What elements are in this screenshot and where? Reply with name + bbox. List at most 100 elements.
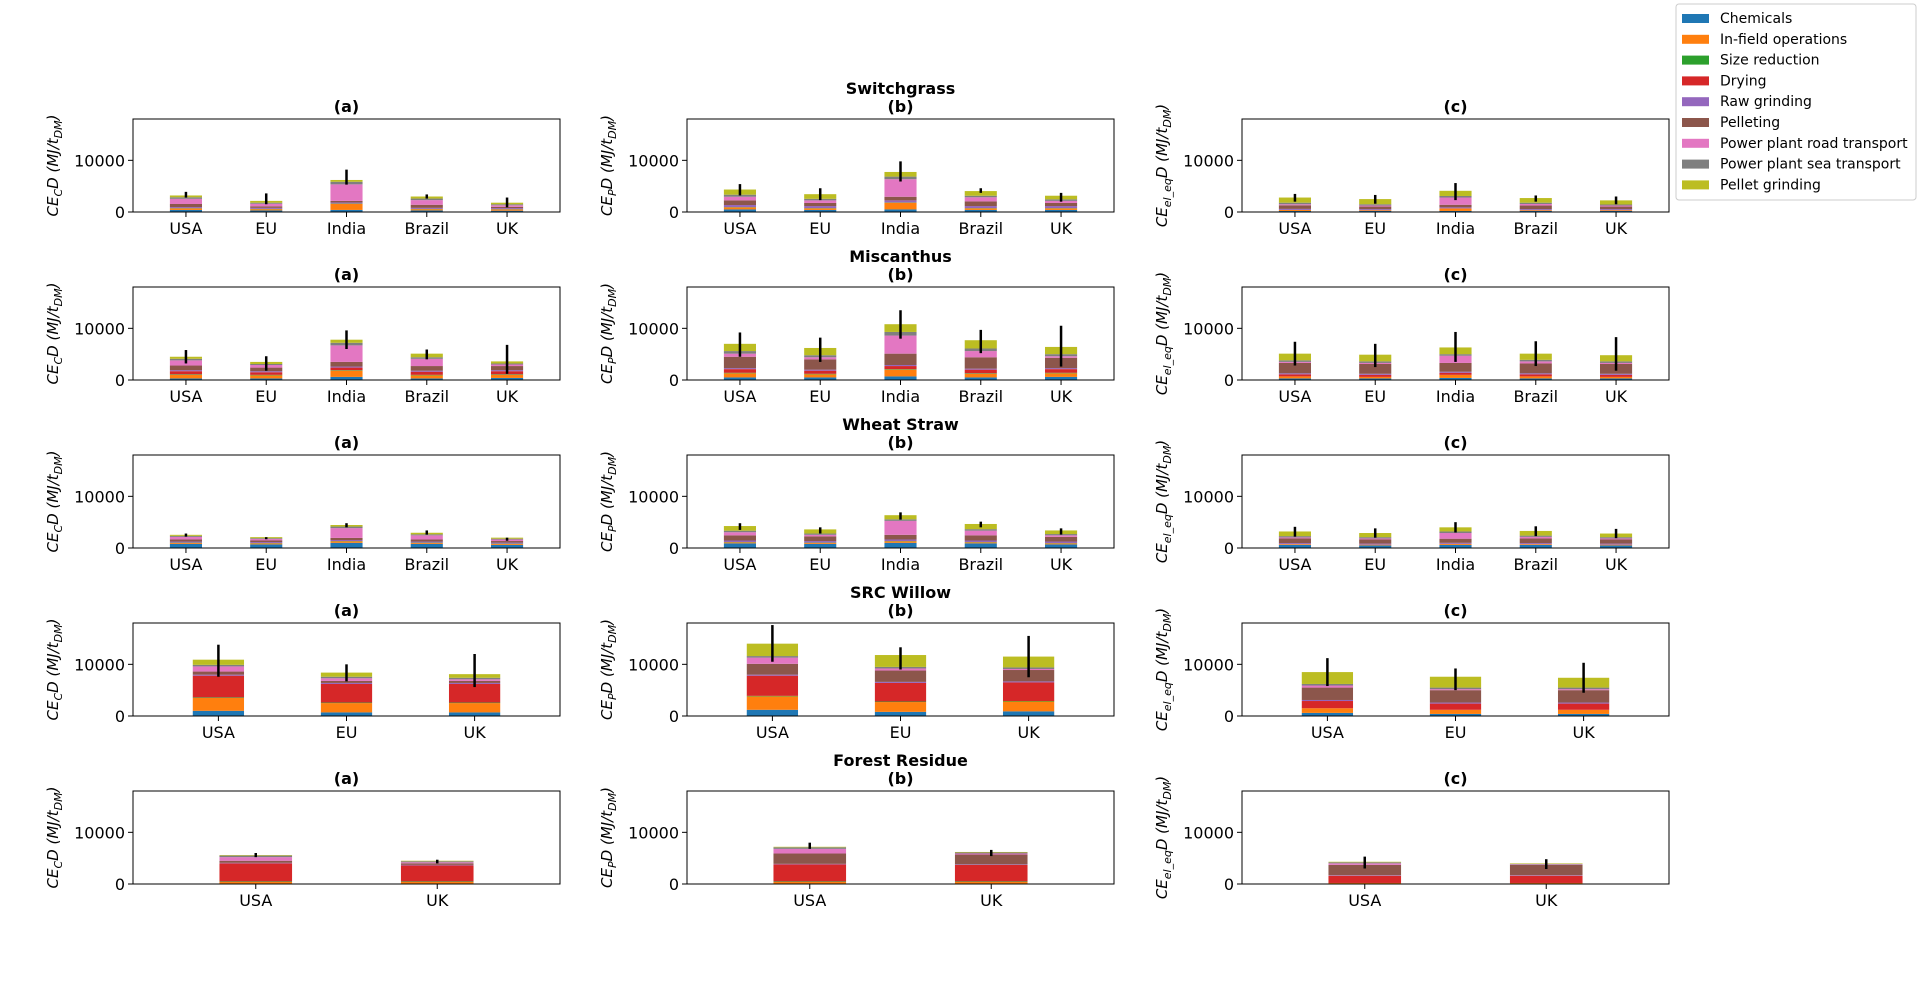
bar-in-field-operations-brazil [964, 373, 997, 378]
bar-chemicals-brazil [410, 543, 443, 548]
bar-chemicals-brazil [410, 210, 443, 212]
bar-chemicals-usa [746, 709, 799, 716]
bar-in-field-operations-brazil [410, 375, 443, 379]
bar-raw-grinding-eu [250, 207, 283, 209]
bar-raw-grinding-eu [250, 542, 283, 544]
bar-in-field-operations-india [330, 541, 363, 543]
bar-pelleting-brazil [964, 201, 997, 207]
bar-power-plant-road-transport-india [330, 528, 363, 538]
bar-power-plant-road-transport-usa [723, 196, 757, 201]
panel-label: (b) [887, 769, 913, 788]
legend-swatch-drying [1682, 76, 1709, 86]
bar-chemicals-eu [804, 377, 837, 380]
bar-pelleting-uk [1599, 206, 1633, 210]
legend-label-in-field-operations: In-field operations [1720, 32, 1847, 48]
bar-drying-india [330, 367, 363, 371]
bar-chemicals-uk [1044, 544, 1078, 548]
axes-frame [1241, 622, 1670, 717]
bar-pelleting-usa [1328, 864, 1402, 876]
bar-pelleting-eu [1359, 363, 1392, 374]
bar-pelleting-usa [169, 539, 203, 542]
bar-drying-eu [250, 372, 283, 375]
x-tick-label-india: India [1436, 219, 1475, 238]
bar-in-field-operations-brazil [1519, 544, 1552, 545]
wheat-straw-panel-b: USA EU India Brazil UK 0 10000 (b)Wheat Straw CE… [598, 415, 1115, 574]
bar-raw-grinding-brazil [1519, 543, 1552, 545]
bar-raw-grinding-uk [490, 208, 524, 210]
bar-chemicals-brazil [964, 209, 997, 212]
bar-in-field-operations-uk [1002, 701, 1055, 712]
bar-raw-grinding-usa [723, 368, 757, 370]
bar-in-field-operations-brazil [410, 209, 443, 211]
bar-pelleting-eu [1429, 690, 1482, 703]
bar-drying-eu [1429, 703, 1482, 710]
bar-size-reduction-eu [874, 701, 927, 703]
bar-drying-brazil [964, 369, 997, 374]
x-tick-label-uk: UK [980, 891, 1003, 910]
bar-raw-grinding-usa [1301, 699, 1354, 702]
bar-power-plant-road-transport-usa [219, 857, 293, 861]
bar-chemicals-usa [169, 543, 203, 548]
bar-in-field-operations-uk [1599, 376, 1633, 379]
bar-size-reduction-uk [1002, 701, 1055, 702]
bar-in-field-operations-brazil [1519, 210, 1552, 211]
bar-power-plant-road-transport-eu [804, 200, 837, 203]
y-tick-label-10000: 10000 [628, 823, 679, 842]
bar-drying-eu [874, 682, 927, 702]
x-tick-label-usa: USA [723, 555, 756, 574]
y-tick-label-10000: 10000 [1183, 151, 1234, 170]
bar-raw-grinding-eu [1359, 209, 1392, 211]
y-tick-label-0: 0 [115, 875, 125, 894]
bar-power-plant-road-transport-eu [250, 538, 283, 541]
bar-in-field-operations-usa [1278, 376, 1312, 379]
panel-label: (b) [887, 97, 913, 116]
panel-label: (a) [334, 433, 359, 452]
bar-size-reduction-uk [954, 881, 1028, 882]
legend-label-pellet-grinding: Pellet grinding [1720, 177, 1821, 193]
bar-power-plant-sea-transport-usa [1278, 536, 1312, 538]
bar-size-reduction-india [330, 370, 363, 371]
bar-in-field-operations-india [1439, 374, 1472, 378]
bar-drying-usa [169, 371, 203, 375]
bar-pelleting-usa [773, 853, 847, 864]
x-tick-label-eu: EU [1445, 723, 1467, 742]
bar-size-reduction-usa [773, 881, 847, 882]
x-tick-label-eu: EU [890, 723, 912, 742]
bar-in-field-operations-india [884, 369, 917, 377]
bar-chemicals-usa [1301, 712, 1354, 716]
bar-raw-grinding-uk [1557, 702, 1610, 704]
y-tick-label-0: 0 [669, 371, 679, 390]
y-tick-label-10000: 10000 [74, 487, 125, 506]
bar-power-plant-sea-transport-brazil [410, 534, 443, 536]
bar-raw-grinding-usa [723, 205, 757, 208]
bar-in-field-operations-uk [490, 374, 524, 378]
bar-raw-grinding-india [884, 365, 917, 367]
bar-in-field-operations-uk [490, 209, 524, 211]
bar-power-plant-road-transport-brazil [964, 530, 997, 536]
bar-raw-grinding-usa [723, 540, 757, 543]
bar-power-plant-road-transport-usa [773, 848, 847, 854]
bar-pelleting-uk [400, 863, 474, 865]
y-tick-label-10000: 10000 [628, 487, 679, 506]
miscanthus-panel-b: USA EU India Brazil UK 0 10000 (b)Miscanthus CEP… [598, 247, 1115, 406]
y-axis-label: CEPD (MJ/tDM) [598, 115, 619, 216]
bar-in-field-operations-brazil [410, 542, 443, 544]
bar-raw-grinding-uk [1044, 368, 1078, 370]
feedstock-title: Miscanthus [849, 247, 952, 266]
panel-label: (a) [334, 769, 359, 788]
x-tick-label-usa: USA [723, 387, 756, 406]
panel-label: (c) [1443, 769, 1467, 788]
bar-power-plant-sea-transport-india [884, 519, 917, 521]
x-tick-label-eu: EU [809, 387, 831, 406]
bar-chemicals-uk [1557, 713, 1610, 716]
bar-power-plant-road-transport-india [884, 520, 917, 535]
bar-in-field-operations-uk [1509, 882, 1583, 884]
bar-in-field-operations-usa [723, 542, 757, 544]
x-tick-label-india: India [881, 555, 920, 574]
x-tick-label-brazil: Brazil [958, 219, 1003, 238]
x-tick-label-india: India [1436, 387, 1475, 406]
bar-in-field-operations-usa [723, 207, 757, 210]
bar-chemicals-india [884, 542, 917, 548]
bar-power-plant-road-transport-eu [804, 534, 837, 537]
